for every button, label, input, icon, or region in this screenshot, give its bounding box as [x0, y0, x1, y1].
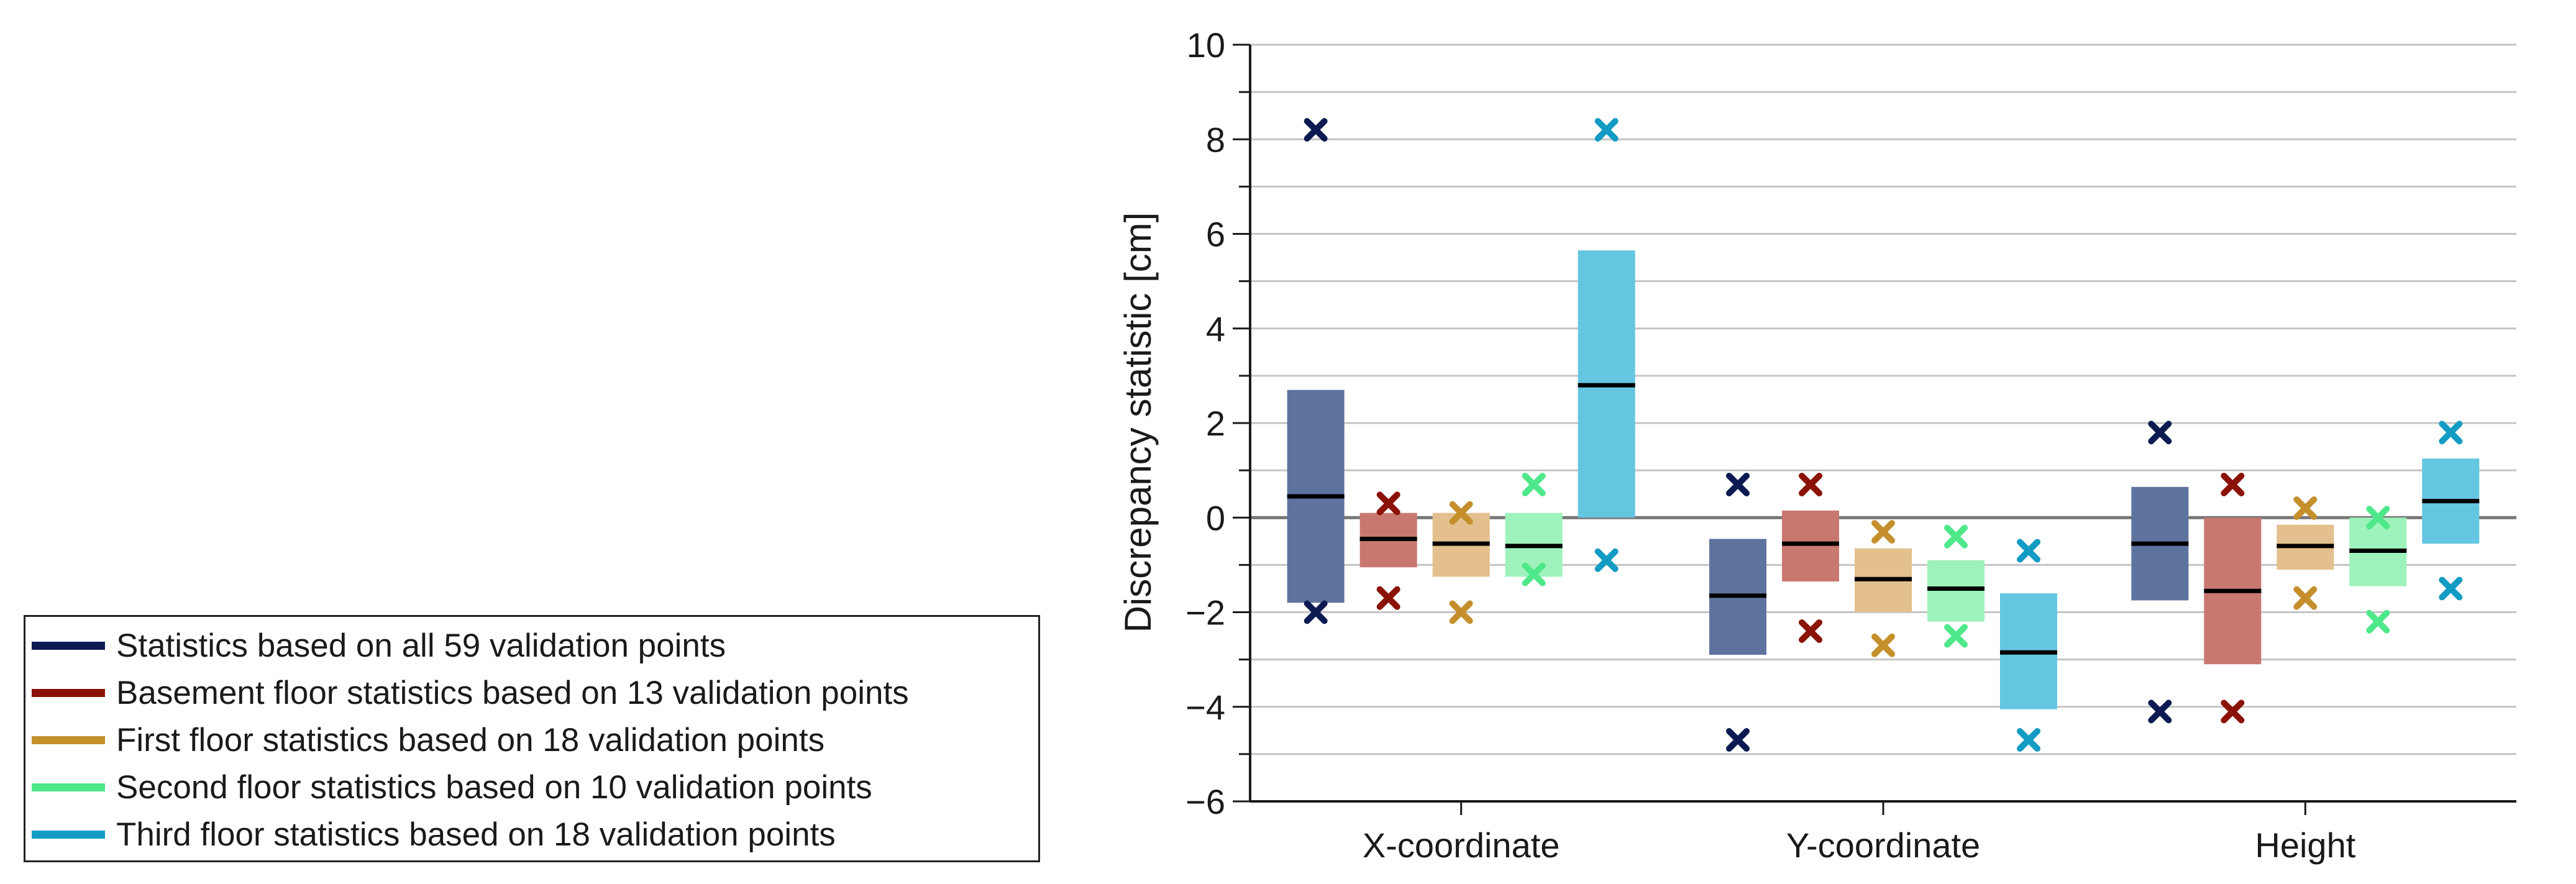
min-marker [1944, 624, 1968, 648]
legend-entry: Third floor statistics based on 18 valid… [25, 811, 1038, 858]
max-marker [1726, 472, 1750, 496]
legend: Statistics based on all 59 validation po… [24, 615, 1040, 862]
marker-stroke [2293, 586, 2318, 610]
labels-layer: −6 −4 −2 0 2 4 6 8 10 X-coordinate Y-coordinate Hei… [1185, 25, 2356, 865]
legend-swatch [32, 736, 105, 744]
marker-stroke [1304, 118, 1328, 142]
min-marker [1799, 619, 1822, 643]
legend-swatch [32, 783, 105, 791]
marker-stroke [1799, 619, 1822, 643]
marker-stroke [1871, 633, 1895, 657]
y-tick-label: 8 [1206, 120, 1225, 159]
marker-stroke [2148, 421, 2172, 445]
marker-stroke [1944, 524, 1968, 549]
legend-entry: Second floor statistics based on 10 vali… [25, 763, 1038, 811]
y-tick-label: −2 [1185, 593, 1225, 632]
marker-stroke [2221, 699, 2245, 724]
marker-stroke [1376, 491, 1400, 516]
bar [1782, 510, 1839, 582]
marker-stroke [1799, 472, 1822, 496]
y-tick-label: 4 [1206, 309, 1225, 349]
marker-stroke [1304, 600, 1328, 624]
bars-layer [1287, 118, 2480, 752]
marker-stroke [1871, 520, 1895, 544]
max-marker [1449, 501, 1473, 525]
max-marker [2439, 421, 2463, 445]
marker-stroke [2148, 699, 2172, 724]
legend-entry: Statistics based on all 59 validation po… [25, 622, 1038, 669]
legend-entry: First floor statistics based on 18 valid… [25, 716, 1038, 763]
y-axis-label: Discrepancy statistic [cm] [1117, 212, 1159, 633]
min-marker [2439, 576, 2463, 601]
max-marker [2221, 472, 2245, 496]
marker-stroke [1726, 728, 1750, 752]
min-marker [2366, 609, 2390, 634]
max-marker [1944, 524, 1968, 549]
min-marker [2293, 586, 2318, 610]
marker-stroke [1944, 624, 1968, 648]
min-marker [1594, 548, 1619, 572]
max-marker [1871, 520, 1895, 544]
legend-label: Third floor statistics based on 18 valid… [116, 816, 836, 853]
max-marker [2293, 496, 2318, 521]
min-marker [1449, 600, 1473, 624]
min-marker [1871, 633, 1895, 657]
min-marker [2148, 699, 2172, 724]
max-marker [1799, 472, 1822, 496]
marker-stroke [2439, 576, 2463, 601]
marker-stroke [1594, 118, 1619, 142]
max-marker [1522, 472, 1546, 496]
x-tick-label: Y-coordinate [1786, 826, 1980, 865]
marker-stroke [2366, 609, 2390, 634]
legend-label: Second floor statistics based on 10 vali… [116, 768, 872, 806]
y-tick-label: 2 [1206, 404, 1225, 443]
marker-stroke [2293, 496, 2318, 521]
x-tick-label: X-coordinate [1363, 826, 1560, 865]
y-tick-label: 6 [1206, 215, 1225, 254]
marker-stroke [1522, 562, 1546, 586]
y-tick-label: −4 [1185, 688, 1225, 727]
legend-swatch [32, 641, 105, 650]
legend-entry: Basement floor statistics based on 13 va… [25, 669, 1038, 716]
marker-stroke [2366, 506, 2390, 530]
max-marker [1594, 118, 1619, 142]
axes-layer [1233, 43, 2516, 815]
marker-stroke [2017, 539, 2040, 563]
y-tick-label: 10 [1187, 25, 1225, 65]
marker-stroke [1726, 472, 1750, 496]
marker-stroke [2221, 472, 2245, 496]
marker-stroke [1449, 501, 1473, 525]
x-tick-label: Height [2255, 826, 2355, 865]
marker-stroke [1449, 600, 1473, 624]
legend-swatch [32, 688, 105, 697]
min-marker [2017, 728, 2040, 752]
min-marker [1726, 728, 1750, 752]
min-marker [1376, 586, 1400, 610]
max-marker [1376, 491, 1400, 516]
y-tick-label: −6 [1185, 782, 1225, 821]
legend-swatch [32, 830, 105, 839]
max-marker [2366, 506, 2390, 530]
y-tick-label: 0 [1206, 498, 1225, 537]
legend-label: Basement floor statistics based on 13 va… [116, 674, 909, 711]
bar [1927, 560, 1985, 622]
legend-label: Statistics based on all 59 validation po… [116, 627, 726, 664]
min-marker [2221, 699, 2245, 724]
marker-stroke [1594, 548, 1619, 572]
marker-stroke [1522, 472, 1546, 496]
max-marker [2017, 539, 2040, 563]
min-marker [1304, 600, 1328, 624]
max-marker [2148, 421, 2172, 445]
max-marker [1304, 118, 1328, 142]
marker-stroke [2439, 421, 2463, 445]
legend-label: First floor statistics based on 18 valid… [116, 721, 825, 759]
marker-stroke [2017, 728, 2040, 752]
min-marker [1522, 562, 1546, 586]
marker-stroke [1376, 586, 1400, 610]
